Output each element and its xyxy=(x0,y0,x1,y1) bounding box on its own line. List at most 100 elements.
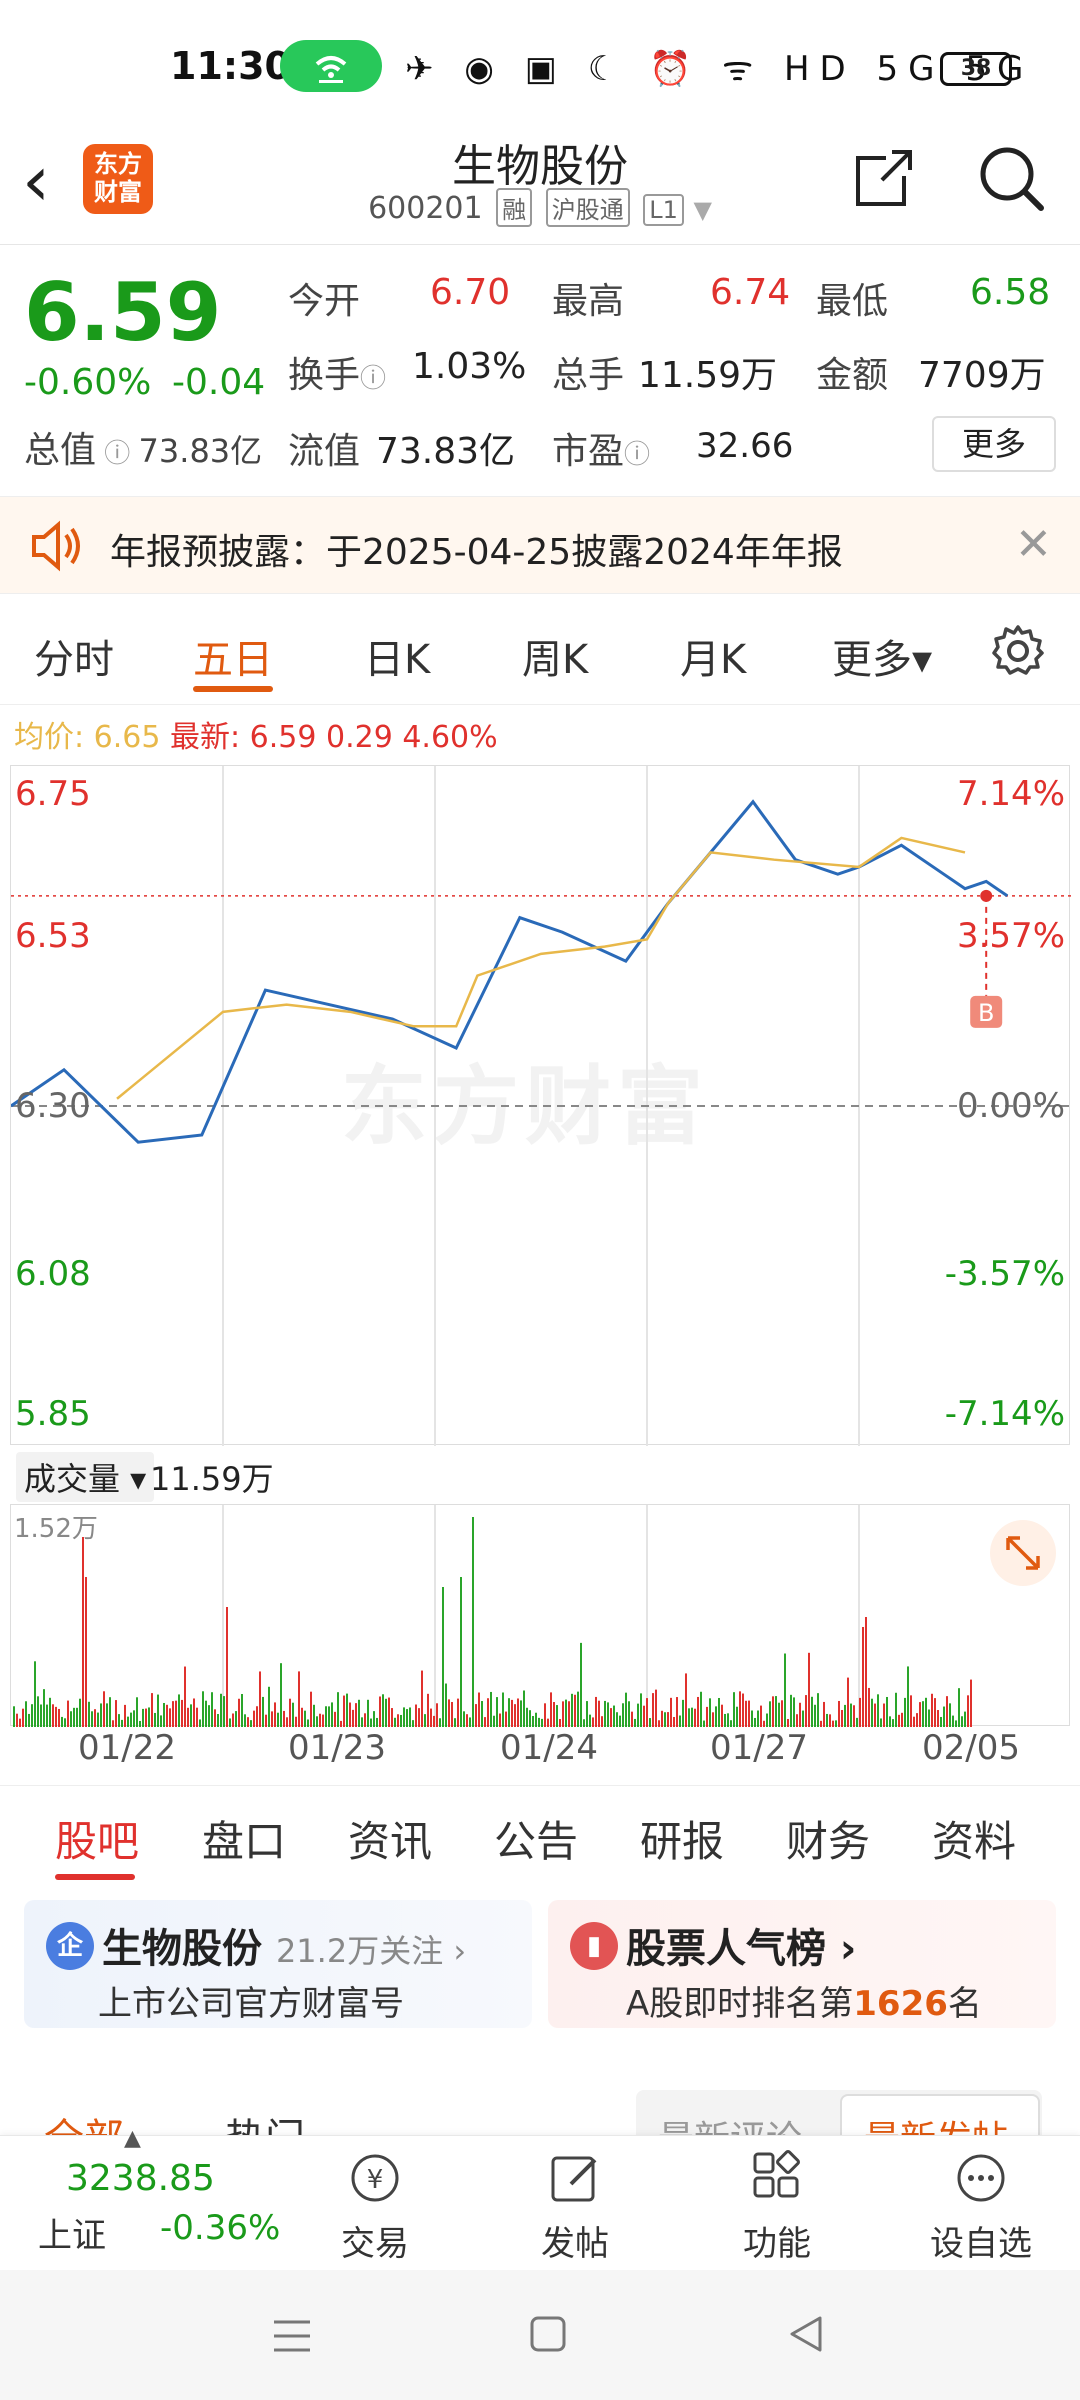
chart-bars-icon: ▮ xyxy=(570,1922,618,1970)
volume-bar xyxy=(88,1701,90,1727)
volume-bar xyxy=(226,1607,228,1727)
tab-pankou[interactable]: 盘口 xyxy=(202,1817,287,1866)
volume-bar xyxy=(967,1695,969,1727)
volume-bar xyxy=(70,1711,72,1727)
tab-weekly-k[interactable]: 周K xyxy=(522,637,589,683)
gear-icon[interactable] xyxy=(990,623,1046,679)
volume-bar xyxy=(802,1710,804,1727)
close-icon[interactable]: ✕ xyxy=(1015,519,1052,570)
expand-icon[interactable] xyxy=(990,1520,1056,1586)
announcement-bar[interactable]: 年报预披露：于2025-04-25披露2024年年报 ✕ xyxy=(0,496,1080,594)
status-icons: ✈ ◉ ▣ ☾ ⏰ ᯤ HD 5G 5G xyxy=(405,49,1034,89)
filter-hot[interactable]: 热门 xyxy=(225,2106,305,2136)
tab-five-day[interactable]: 五日 xyxy=(193,637,273,683)
buy-marker xyxy=(970,995,1003,1028)
volume-bar xyxy=(505,1711,507,1727)
follow-count: 21.2万关注 › xyxy=(275,1932,467,1970)
info-icon[interactable]: ⓘ xyxy=(624,440,651,470)
trade-icon: ¥ xyxy=(351,2154,399,2202)
volume-bar xyxy=(832,1720,834,1727)
tab-daily-k[interactable]: 日K xyxy=(364,637,431,683)
volume-bar xyxy=(946,1696,948,1727)
volume-bar xyxy=(154,1712,156,1727)
turnover-label: 换手ⓘ xyxy=(288,346,386,398)
volume-bar xyxy=(361,1717,363,1727)
tab-more[interactable]: 更多▾ xyxy=(832,637,933,683)
tab-intraday[interactable]: 分时 xyxy=(34,637,114,683)
volume-bar xyxy=(430,1708,432,1727)
volume-bar xyxy=(34,1661,36,1727)
info-icon[interactable]: ⓘ xyxy=(360,364,387,394)
volume-bar xyxy=(850,1703,852,1727)
volume-bar xyxy=(217,1714,219,1727)
high-value: 6.74 xyxy=(710,272,791,313)
index-value[interactable]: 3238.85 xyxy=(66,2158,215,2199)
volume-bar xyxy=(649,1718,651,1727)
nav-add-watchlist[interactable]: 设自选 xyxy=(906,2148,1056,2265)
share-icon[interactable] xyxy=(852,144,918,210)
tab-finance[interactable]: 财务 xyxy=(786,1817,871,1866)
sort-latest-comment[interactable]: 最新评论 xyxy=(658,2110,802,2136)
volume-bar xyxy=(28,1713,30,1727)
volume-bar xyxy=(709,1698,711,1727)
rank-card-title: 股票人气榜 › xyxy=(626,1926,857,1972)
info-icon[interactable]: ⓘ xyxy=(96,439,139,469)
tab-guba[interactable]: 股吧 xyxy=(55,1817,140,1866)
volume-bar xyxy=(604,1700,606,1727)
more-quote-button[interactable]: 更多 xyxy=(932,416,1056,472)
eastmoney-logo[interactable]: 东方 财富 xyxy=(83,144,153,214)
tab-profile[interactable]: 资料 xyxy=(932,1817,1017,1866)
back-nav-icon[interactable] xyxy=(784,2314,828,2354)
price-chart[interactable]: 东方财富 B 6.75 6.53 6.30 6.08 5.85 7.14% 3.… xyxy=(10,765,1071,1446)
tab-announcements[interactable]: 公告 xyxy=(494,1817,579,1866)
volume-bar xyxy=(106,1703,108,1727)
back-button[interactable]: ‹ xyxy=(22,140,50,222)
index-name: 上证 xyxy=(38,2216,106,2256)
volume-bar xyxy=(376,1717,378,1727)
volume-bar xyxy=(139,1720,141,1727)
float-value-label: 流值 xyxy=(288,431,361,472)
volume-bar xyxy=(37,1696,39,1727)
volume-bar xyxy=(262,1696,264,1727)
volume-bar xyxy=(124,1704,126,1727)
volume-bar xyxy=(220,1693,222,1727)
volume-bar xyxy=(121,1719,123,1727)
tab-research[interactable]: 研报 xyxy=(640,1817,725,1866)
nav-functions[interactable]: 功能 xyxy=(702,2148,852,2265)
volume-bar xyxy=(499,1713,501,1727)
volume-bar xyxy=(820,1720,822,1727)
volume-bar xyxy=(565,1699,567,1727)
sort-latest-post[interactable]: 最新发帖 xyxy=(864,2110,1008,2136)
volume-bar xyxy=(67,1700,69,1727)
tab-news[interactable]: 资讯 xyxy=(348,1817,433,1866)
nav-post[interactable]: 发帖 xyxy=(500,2148,650,2265)
volume-bar xyxy=(166,1704,168,1727)
grid-icon xyxy=(753,2150,800,2198)
popularity-rank-card[interactable]: ▮ 股票人气榜 › A股即时排名第1626名 xyxy=(548,1900,1056,2028)
amount-label: 金额 xyxy=(816,355,889,396)
tab-monthly-k[interactable]: 月K xyxy=(680,637,747,683)
volume-bar xyxy=(181,1699,183,1727)
volume-bar xyxy=(781,1700,783,1727)
search-icon[interactable] xyxy=(975,142,1047,214)
volume-bar xyxy=(823,1701,825,1727)
tag-dropdown-icon[interactable]: ▼ xyxy=(693,196,712,224)
volume-bar xyxy=(844,1704,846,1727)
nav-trade[interactable]: ¥ 交易 xyxy=(300,2148,450,2265)
volume-bar xyxy=(316,1716,318,1727)
filter-all[interactable]: 全部 xyxy=(44,2106,124,2136)
indicator-selector[interactable]: 成交量 ▾ xyxy=(16,1452,155,1502)
company-account-card[interactable]: 企 生物股份 21.2万关注 › 上市公司官方财富号 xyxy=(24,1900,532,2028)
volume-chart[interactable] xyxy=(10,1504,1070,1727)
home-icon[interactable] xyxy=(528,2314,568,2354)
volume-bar xyxy=(175,1700,177,1727)
status-time: 11:30 xyxy=(170,44,291,88)
change-amount: -0.04 xyxy=(172,362,266,403)
volume-bar xyxy=(232,1713,234,1727)
volume-bar xyxy=(955,1720,957,1727)
volume-bar xyxy=(922,1701,924,1727)
volume-bar xyxy=(301,1707,303,1727)
volume-bar xyxy=(418,1708,420,1727)
menu-icon[interactable] xyxy=(270,2316,314,2356)
volume-bar xyxy=(136,1697,138,1727)
